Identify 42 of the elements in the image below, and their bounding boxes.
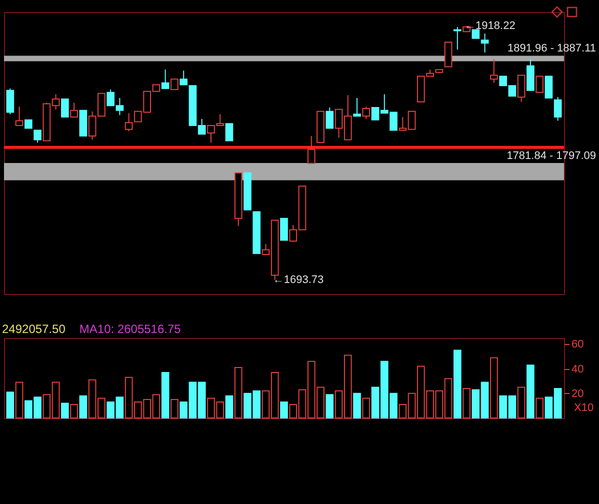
candlestick — [170, 78, 178, 90]
candlestick — [280, 218, 288, 241]
candlestick — [362, 106, 370, 120]
y-tick-label: 20 — [572, 388, 584, 400]
candlestick — [34, 130, 42, 144]
bar — [79, 395, 88, 418]
candlestick — [61, 98, 69, 118]
bar — [6, 392, 14, 418]
text: 2492057.50 — [2, 322, 66, 336]
band-label: 1891.96 - 1887.11 — [508, 42, 596, 55]
candlestick — [353, 97, 361, 117]
candlestick — [15, 106, 24, 126]
candlestick — [180, 70, 188, 86]
bar — [280, 402, 288, 418]
bar — [526, 364, 534, 418]
candlestick — [6, 88, 14, 115]
candlestick — [161, 69, 170, 89]
candlestick — [544, 76, 553, 98]
bar — [326, 394, 334, 418]
candlestick — [480, 33, 489, 53]
annotation: ←1918.22 — [464, 20, 516, 32]
bar — [353, 392, 361, 418]
bar — [454, 350, 462, 418]
bar — [225, 395, 234, 418]
bar — [61, 402, 69, 418]
candlestick — [554, 96, 562, 122]
y-tick-label: 40 — [572, 363, 584, 376]
text: MA10: 2605516.75 — [79, 322, 181, 336]
candlestick — [490, 58, 498, 84]
candlestick — [517, 74, 526, 102]
candlestick — [124, 112, 133, 132]
y-tick-label: 60 — [572, 338, 584, 351]
bar — [161, 372, 170, 418]
candlestick — [326, 106, 334, 129]
candlestick — [454, 26, 462, 50]
band-label: 1781.84 - 1797.09 — [506, 150, 596, 162]
text: X10 — [574, 402, 594, 414]
candlestick — [225, 123, 234, 142]
candlestick — [70, 102, 78, 118]
candlestick — [307, 136, 316, 164]
annotation: ←1693.73 — [272, 274, 324, 286]
candlestick — [536, 76, 544, 93]
